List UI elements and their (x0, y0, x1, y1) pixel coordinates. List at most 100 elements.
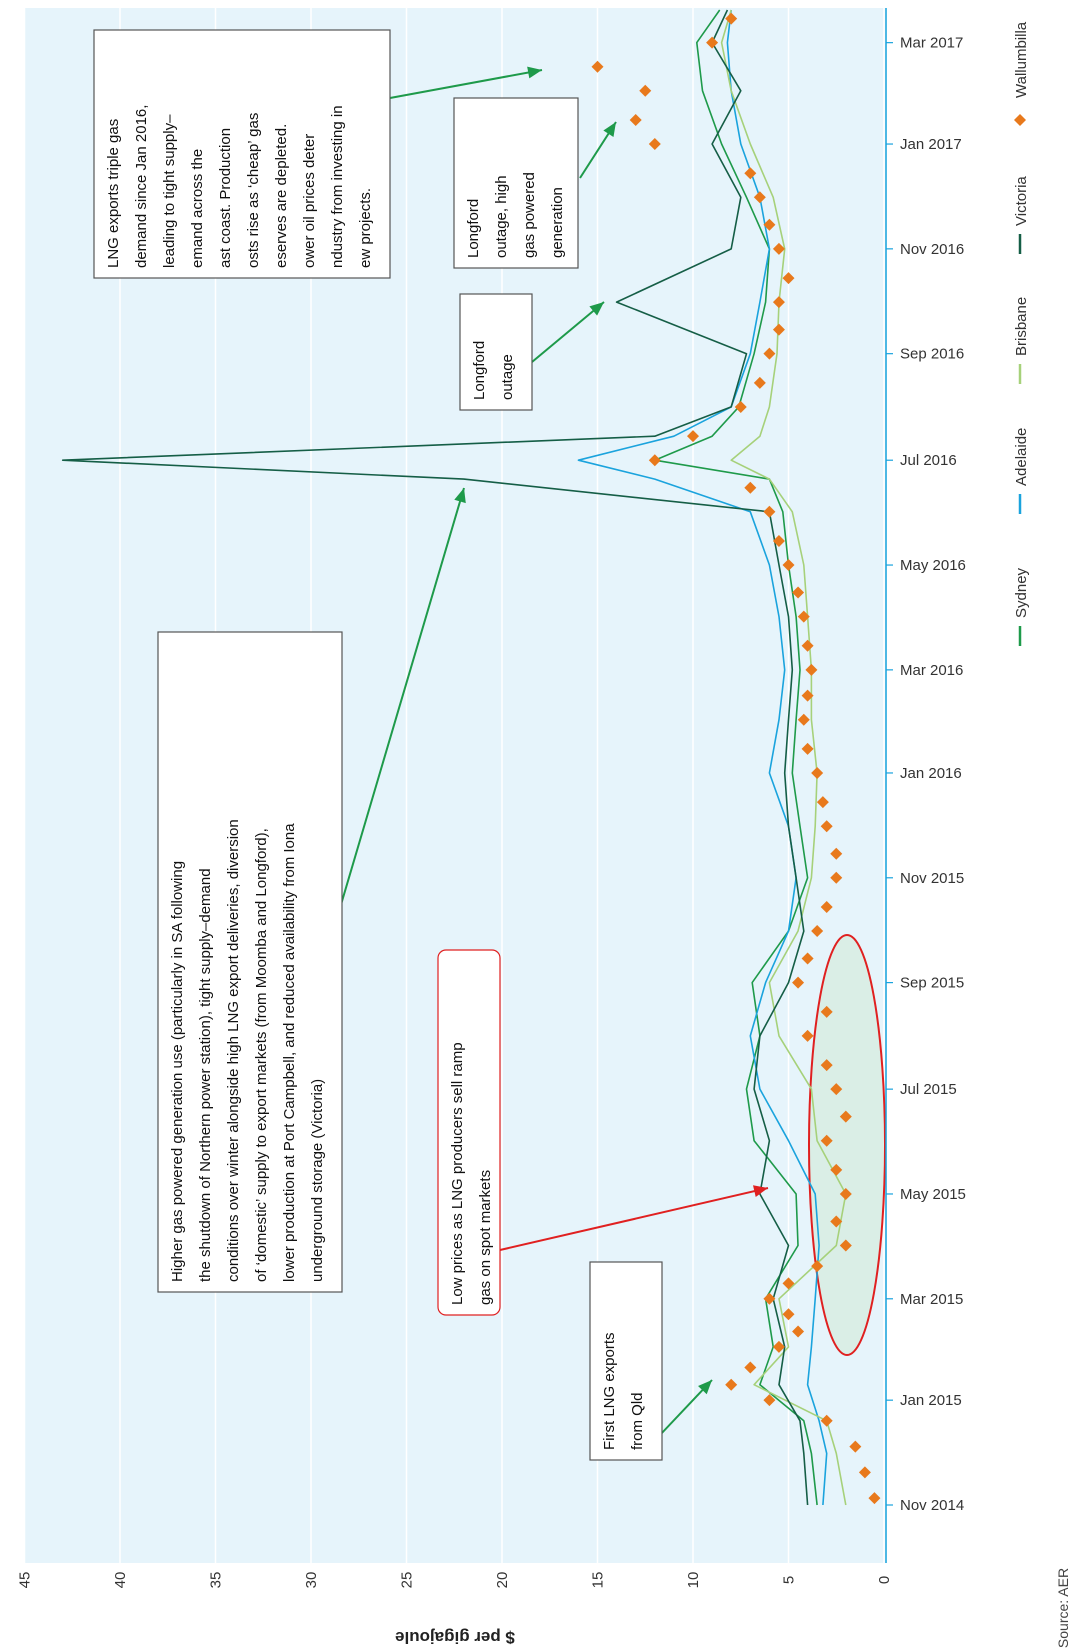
wallumbilla-point (820, 820, 833, 833)
annotation-line: LNG exports triple gas (105, 119, 122, 268)
x-tick-label: Jul 2016 (900, 452, 957, 469)
x-tick-label: Nov 2015 (900, 870, 964, 887)
annotation-line: gas powered (521, 172, 538, 258)
legend: Sydney Adelaide Brisbane Victoria Wallumbill… (1013, 21, 1030, 646)
wallumbilla-point (772, 296, 785, 309)
wallumbilla-point (591, 60, 604, 73)
annotation-arrow (389, 69, 543, 99)
annotation-line: osts rise as ‘cheap’ gas (245, 113, 262, 268)
y-tick-label: 5 (781, 1576, 798, 1584)
wallumbilla-point (725, 1378, 738, 1391)
annotation-arrowhead (589, 302, 604, 316)
annotation-line: outage, high (493, 175, 510, 258)
wallumbilla-point (772, 534, 785, 547)
highlight-ellipse (808, 934, 886, 1356)
annotation-line: the shutdown of Northern power station),… (197, 868, 214, 1282)
x-tick-label: Jul 2015 (900, 1081, 957, 1098)
x-tick-label: Mar 2016 (900, 662, 963, 679)
annotation-line: generation (549, 187, 566, 258)
wallumbilla-point (648, 454, 661, 467)
y-tick-label: 25 (399, 1572, 416, 1589)
annotation-arrowhead (454, 488, 466, 504)
x-tick-label: Jan 2015 (900, 1392, 962, 1409)
annotation-frame (453, 97, 579, 269)
wallumbilla-point (839, 1110, 852, 1123)
marker-layer (591, 12, 881, 1505)
annotation-line: Longford (465, 199, 482, 258)
wallumbilla-point (763, 1394, 776, 1407)
wallumbilla-point (753, 376, 766, 389)
annotation-line: outage (499, 354, 516, 400)
x-tick-label: May 2016 (900, 557, 966, 574)
annotation-line: underground storage (Victoria) (309, 1079, 326, 1282)
wallumbilla-point (772, 242, 785, 255)
wallumbilla-point (801, 952, 814, 965)
wallumbilla-point (782, 272, 795, 285)
wallumbilla-point (782, 1308, 795, 1321)
annotation-line: emand across the (189, 149, 206, 268)
x-tick-label: Nov 2014 (900, 1497, 964, 1514)
annotation-line: ower oil prices deter (301, 134, 318, 268)
annotation-box: Higher gas powered generation use (parti… (157, 631, 343, 1293)
x-tick-label: Nov 2016 (900, 241, 964, 258)
wallumbilla-point (629, 113, 642, 126)
annotation-line: demand since Jan 2016, (133, 105, 150, 268)
legend-label: Brisbane (1013, 297, 1030, 356)
series-line-adelaide (577, 9, 828, 1506)
wallumbilla-point (820, 901, 833, 913)
highlight-layer (808, 934, 886, 1356)
legend-label: Victoria (1013, 176, 1030, 226)
legend-marker (1014, 114, 1026, 126)
wallumbilla-point (816, 796, 829, 809)
wallumbilla-point (805, 663, 818, 676)
annotation-frame (93, 29, 391, 279)
wallumbilla-point (772, 323, 785, 336)
annotation-box: Low prices as LNG producers sell ramp gas… (437, 949, 501, 1316)
wallumbilla-point (830, 871, 843, 884)
wallumbilla-point (811, 766, 824, 779)
wallumbilla-point (734, 400, 747, 413)
annotation-box: First LNG exports from Qld (589, 1261, 663, 1461)
wallumbilla-point (830, 847, 843, 860)
wallumbilla-point (725, 12, 738, 25)
wallumbilla-point (782, 559, 795, 572)
wallumbilla-point (820, 1005, 833, 1018)
annotation-box: Longford outage, high gas powered generatio… (453, 97, 579, 269)
wallumbilla-point (782, 1277, 795, 1290)
annotation-line: gas on spot markets (477, 1170, 494, 1305)
annotation-arrow (499, 1187, 769, 1251)
y-tick-label: 35 (208, 1572, 225, 1589)
annotation-line: Longford (471, 341, 488, 400)
wallumbilla-point (811, 925, 824, 938)
annotation-line: lower production at Port Campbell, and r… (281, 823, 298, 1282)
annotation-arrowhead (753, 1185, 768, 1198)
wallumbilla-point (763, 505, 776, 518)
x-tick-label: Mar 2017 (900, 35, 963, 52)
legend-label: Wallumbilla (1013, 21, 1030, 98)
annotation-line: Low prices as LNG producers sell ramp (449, 1042, 466, 1305)
annotation-arrow (531, 301, 605, 363)
wallumbilla-point (801, 689, 814, 702)
wallumbilla-point (744, 481, 757, 494)
annotation-line: First LNG exports (601, 1332, 618, 1450)
y-tick-label: 20 (494, 1572, 511, 1589)
wallumbilla-point (797, 713, 810, 726)
wallumbilla-point (801, 1029, 814, 1042)
annotation-arrowhead (527, 66, 542, 79)
wallumbilla-point (792, 586, 805, 599)
annotation-line: ast coast. Production (217, 128, 234, 268)
wallumbilla-point (772, 1340, 785, 1353)
y-tick-label: 15 (590, 1572, 607, 1589)
annotation-frame (157, 631, 343, 1293)
annotation-arrow (339, 487, 465, 909)
wallumbilla-point (763, 1292, 776, 1305)
y-tick-label: 30 (303, 1572, 320, 1589)
wallumbilla-point (792, 1325, 805, 1338)
annotation-box: LNG exports triple gas demand since Jan 2… (93, 29, 391, 279)
x-tick-label: Sep 2016 (900, 346, 964, 363)
x-tick-label: Sep 2015 (900, 975, 964, 992)
annotation-box: Longford outage (459, 293, 533, 411)
wallumbilla-point (763, 218, 776, 231)
wallumbilla-point (753, 191, 766, 204)
